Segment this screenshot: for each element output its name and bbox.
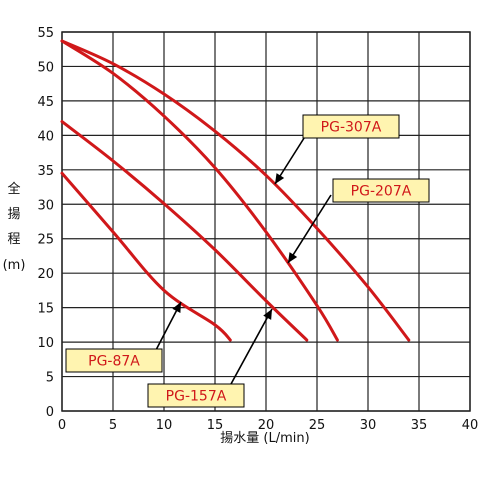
- series-line-pg-87a: [60, 171, 232, 342]
- y-axis-title-char-3: 程: [7, 232, 20, 247]
- x-tick-label-6: 30: [360, 418, 377, 433]
- grid: [61, 31, 471, 412]
- y-tick-label-7: 35: [37, 164, 54, 179]
- label-box-pg-87a: [65, 348, 163, 373]
- y-tick-label-9: 45: [37, 95, 54, 110]
- y-tick-label-8: 40: [37, 129, 54, 144]
- y-tick-label-10: 50: [37, 60, 54, 75]
- callout-arrowhead-pg-207a: [288, 252, 298, 263]
- series-label-pg-157a: PG-157A: [166, 389, 227, 405]
- y-axis-title-char-4: (m): [3, 258, 26, 273]
- curves: [60, 39, 411, 342]
- y-tick-label-3: 15: [37, 302, 54, 317]
- series-line-pg-157a: [60, 120, 309, 342]
- x-tick-label-0: 0: [58, 418, 66, 433]
- label-box-pg-207a: [332, 178, 430, 203]
- series-label-pg-87a: PG-87A: [88, 354, 140, 370]
- label-box-pg-157a: [147, 383, 245, 408]
- callout-arrowhead-pg-307a: [275, 173, 285, 184]
- callout-line-pg-157a: [230, 308, 273, 385]
- callout-line-pg-207a: [287, 194, 332, 264]
- callout-arrowhead-pg-87a: [172, 302, 181, 313]
- y-tick-label-1: 5: [46, 371, 54, 386]
- x-tick-label-3: 15: [207, 418, 224, 433]
- x-axis-title: 揚水量 (L/min): [220, 430, 309, 446]
- x-tick-label-2: 10: [156, 418, 173, 433]
- x-tick-label-4: 20: [258, 418, 275, 433]
- y-tick-label-5: 25: [37, 233, 54, 248]
- x-tick-label-5: 25: [309, 418, 326, 433]
- series-line-pg-307a: [60, 39, 411, 342]
- y-tick-label-4: 20: [37, 267, 54, 282]
- series-label-pg-307a: PG-307A: [321, 120, 382, 136]
- plot-frame: [61, 31, 471, 412]
- y-axis-title-char-2: 揚: [7, 206, 20, 222]
- y-tick-label-11: 55: [37, 26, 54, 41]
- x-tick-label-8: 40: [462, 418, 479, 433]
- series-label-pg-207a: PG-207A: [351, 184, 412, 200]
- y-axis-title-char-1: 全: [7, 181, 20, 197]
- x-tick-label-7: 35: [411, 418, 428, 433]
- y-tick-label-6: 30: [37, 198, 54, 213]
- series-labels: PG-87A PG-157A PG-207A PG-307A: [65, 114, 430, 408]
- callout-arrowhead-pg-157a: [263, 309, 272, 320]
- y-tick-label-0: 0: [46, 405, 54, 420]
- label-box-pg-307a: [302, 114, 400, 139]
- series-line-pg-207a: [60, 39, 339, 342]
- tick-labels: 0 5 10 15 20 25 30 35 40 0 5 10 15 20 25 30 35 40 45 50 55: [37, 26, 478, 433]
- axis-titles: 揚水量 (L/min) 全 揚 程 (m): [3, 181, 310, 446]
- y-tick-label-2: 10: [37, 336, 54, 351]
- x-tick-label-1: 5: [109, 418, 117, 433]
